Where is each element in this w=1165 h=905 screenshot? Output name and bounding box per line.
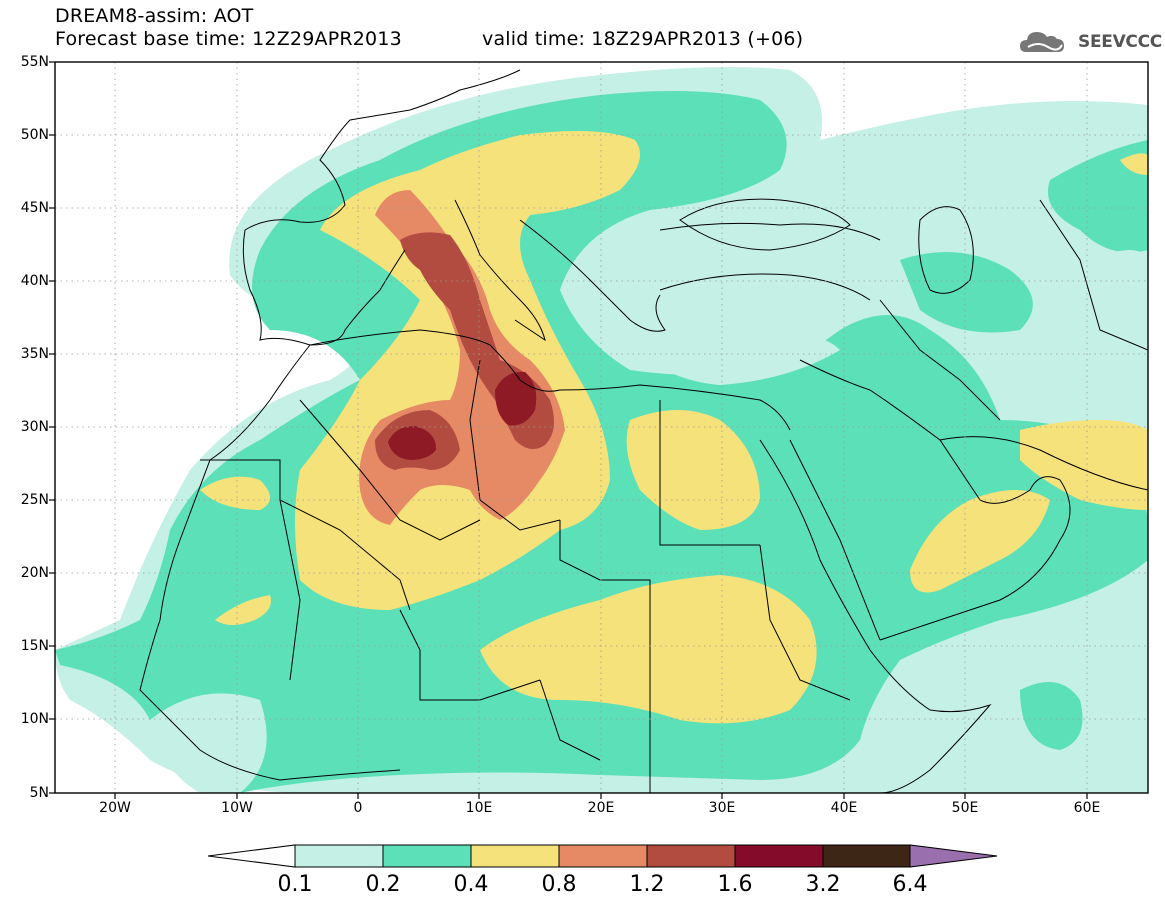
lon-label: 60E (1073, 800, 1101, 816)
colorbar (207, 844, 998, 868)
lon-label: 30E (708, 800, 736, 816)
lon-label: 10W (221, 800, 253, 816)
colorbar-bin-0 (294, 844, 384, 868)
lat-label: 40N (20, 273, 49, 289)
lat-label: 35N (20, 346, 49, 362)
colorbar-low-arrow (207, 844, 296, 868)
lat-label: 30N (20, 419, 49, 435)
lat-label: 25N (20, 492, 49, 508)
colorbar-bin-5 (734, 844, 824, 868)
lat-label: 5N (29, 785, 49, 801)
colorbar-bin-1 (382, 844, 472, 868)
lon-label: 20W (99, 800, 131, 816)
graticule (55, 62, 1148, 793)
lat-label: 45N (20, 200, 49, 216)
lon-label: 10E (465, 800, 493, 816)
valid-time: valid time: 18Z29APR2013 (+06) (482, 28, 804, 50)
colorbar-label: 0.4 (453, 872, 489, 897)
lat-label: 15N (20, 638, 49, 654)
colorbar-label: 1.6 (717, 872, 753, 897)
colorbar-label: 0.2 (365, 872, 401, 897)
lat-label: 20N (20, 565, 49, 581)
lon-label: 0 (353, 800, 363, 816)
colorbar-bin-2 (470, 844, 560, 868)
map-title: DREAM8-assim: AOT (55, 5, 254, 27)
colorbar-bin-6 (822, 844, 911, 868)
colorbar-label: 1.2 (629, 872, 665, 897)
lat-label: 50N (20, 127, 49, 143)
seevccc-logo-text: SEEVCCC (1078, 32, 1162, 52)
lon-label: 50E (951, 800, 979, 816)
colorbar-bin-4 (646, 844, 736, 868)
axis-ticks (49, 61, 1088, 799)
aot-field (55, 62, 1148, 793)
colorbar-label: 0.1 (277, 872, 313, 897)
colorbar-label: 3.2 (805, 872, 841, 897)
colorbar-high-arrow (909, 844, 998, 868)
coastlines (139, 69, 1148, 793)
forecast-base-time: Forecast base time: 12Z29APR2013 (55, 28, 402, 50)
lon-label: 20E (587, 800, 615, 816)
lon-label: 40E (830, 800, 858, 816)
aot-contour-1.6 (388, 426, 437, 460)
lat-label: 55N (20, 54, 49, 70)
colorbar-bin-3 (558, 844, 648, 868)
colorbar-label: 6.4 (892, 872, 928, 897)
seevccc-cloud-icon (1020, 32, 1064, 52)
lat-label: 10N (20, 711, 49, 727)
colorbar-label: 0.8 (541, 872, 577, 897)
